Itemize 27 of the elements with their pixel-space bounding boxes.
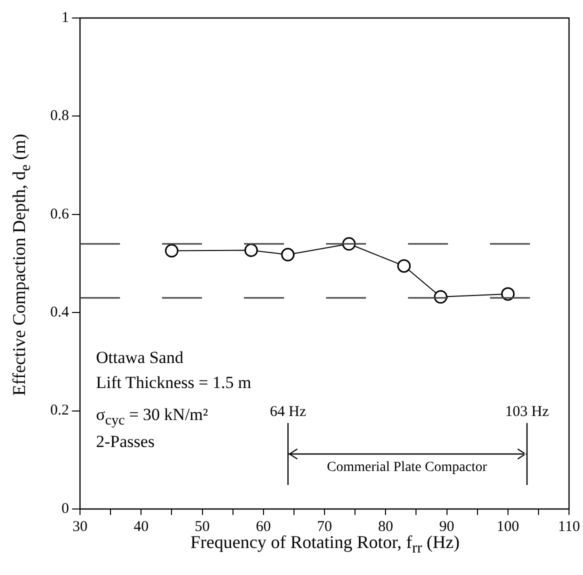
y-tick-label: 0.2 — [50, 402, 69, 419]
point — [397, 259, 411, 273]
annotation: 2-Passes — [96, 432, 155, 451]
y-tick-label: 0.4 — [50, 304, 70, 321]
x-tick-label: 110 — [558, 518, 580, 535]
annotation: 103 Hz — [505, 404, 549, 420]
annotation: Lift Thickness = 1.5 m — [96, 373, 252, 392]
x-tick-label: 60 — [256, 518, 271, 535]
x-tick-label: 70 — [317, 518, 332, 535]
annotation: Ottawa Sand — [96, 348, 184, 367]
y-tick-label: 0.8 — [50, 108, 69, 124]
annotation: σ$_{cyc}$ = 30 kN/m² — [96, 405, 208, 428]
y-tick-label: 0 — [62, 500, 69, 517]
x-tick-label: 90 — [439, 518, 454, 535]
point — [164, 244, 178, 258]
x-tick-label: 50 — [194, 518, 210, 535]
x-tick-label: 40 — [134, 518, 149, 535]
x-tick-label: 100 — [496, 518, 520, 535]
annotation: Commerial Plate Compactor — [326, 460, 488, 475]
x-axis-title: Frequency of Rotating Rotor, f$_{rr}$ (Hz) — [190, 532, 460, 557]
y-tick-label: 1 — [62, 10, 69, 26]
point — [281, 248, 295, 262]
y-tick-label: 0.6 — [50, 206, 70, 222]
annotation: 64 Hz — [270, 404, 306, 420]
x-tick-label: 30 — [72, 518, 88, 535]
x-tick-label: 80 — [378, 518, 394, 535]
point — [244, 243, 258, 257]
